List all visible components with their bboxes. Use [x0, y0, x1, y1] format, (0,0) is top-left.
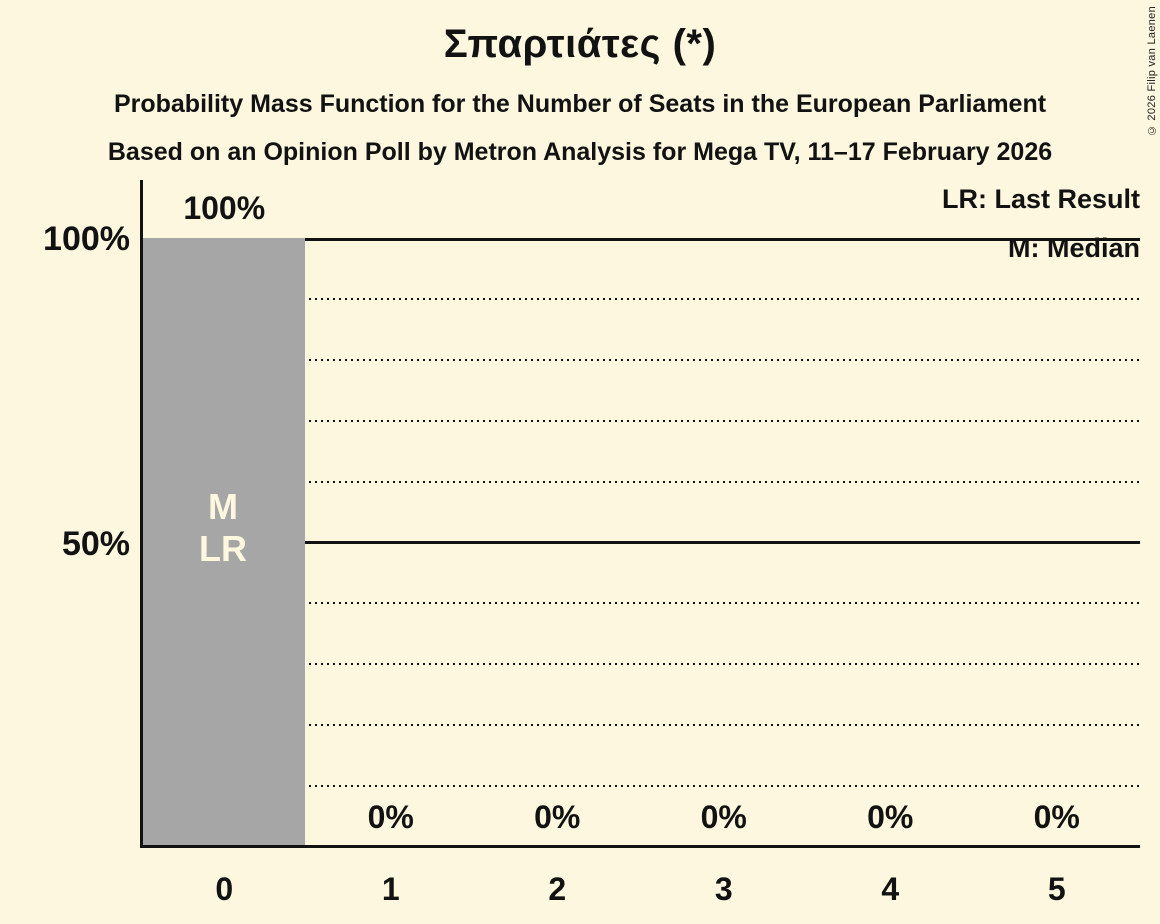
- y-tick-label-50: 50%: [61, 524, 130, 563]
- gridline-solid-50: [141, 541, 1140, 544]
- bar-value-label-4: 0%: [867, 799, 914, 835]
- bar-value-label-2: 0%: [534, 799, 581, 835]
- y-axis-line: [140, 180, 143, 848]
- bar-annotation-last-result: LR: [199, 528, 247, 569]
- x-tick-label-1: 1: [381, 871, 400, 907]
- legend-last-result: LR: Last Result: [941, 184, 1140, 214]
- gridline-dotted-10: [141, 785, 1140, 788]
- x-tick-label-4: 4: [881, 871, 900, 907]
- x-tick-label-5: 5: [1047, 871, 1066, 907]
- gridline-solid-100: [141, 238, 1140, 241]
- bar-value-label-5: 0%: [1033, 799, 1080, 835]
- bar-value-label-3: 0%: [700, 799, 747, 835]
- chart-title: Σπαρτιάτες (*): [443, 22, 717, 66]
- gridline-dotted-40: [141, 602, 1140, 605]
- gridline-dotted-60: [141, 480, 1140, 483]
- bar-value-label-0: 100%: [183, 190, 266, 226]
- bar-seats-0: [141, 238, 305, 847]
- y-tick-label-100: 100%: [43, 220, 130, 258]
- x-axis-line: [140, 845, 1140, 848]
- x-tick-label-3: 3: [714, 871, 733, 907]
- gridline-dotted-20: [141, 724, 1140, 727]
- gridline-dotted-80: [141, 358, 1140, 361]
- bar-value-label-1: 0%: [367, 799, 414, 835]
- gridline-dotted-70: [141, 419, 1140, 422]
- chart-subtitle-line2: Based on an Opinion Poll by Metron Analy…: [107, 138, 1053, 166]
- chart-subtitle-line1: Probability Mass Function for the Number…: [113, 90, 1047, 118]
- x-tick-label-2: 2: [548, 871, 567, 907]
- bar-annotation-median: M: [208, 486, 238, 527]
- bar-annotation-block-0: M LR: [141, 486, 305, 570]
- gridline-dotted-90: [141, 297, 1140, 300]
- copyright-notice: © 2026 Filip van Laenen: [1146, 6, 1158, 137]
- gridline-dotted-30: [141, 663, 1140, 666]
- x-tick-label-0: 0: [215, 871, 234, 907]
- legend-median: M: Median: [1008, 233, 1140, 263]
